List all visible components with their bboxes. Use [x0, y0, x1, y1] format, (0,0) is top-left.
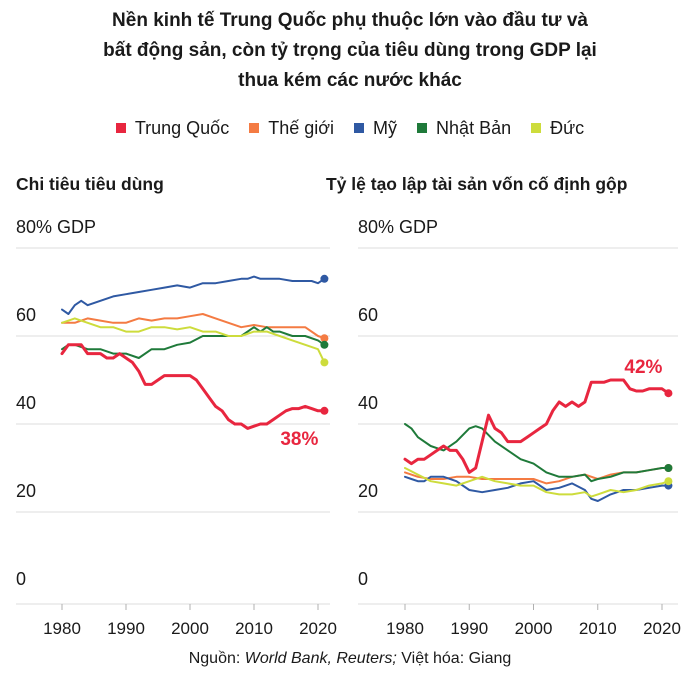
series-endpoint-nhat-ban [664, 464, 673, 472]
series-line-my [404, 475, 670, 502]
series-line-the-gioi [404, 467, 670, 485]
x-tick-label: 2020 [643, 619, 681, 638]
x-tick-label: 2000 [515, 619, 553, 638]
series-line-duc [61, 317, 326, 364]
series-endpoint-nhat-ban [320, 340, 329, 349]
legend-label-germany: Đức [550, 117, 585, 138]
legend-label-us: Mỹ [373, 117, 398, 138]
y-tick-label: 0 [16, 569, 26, 589]
series-endpoint-duc [320, 358, 329, 367]
x-tick-label: 1990 [450, 619, 488, 638]
legend-swatch-us [354, 123, 365, 133]
legend: Trung Quốc Thế giới Mỹ Nhật Bản Đức [0, 114, 700, 142]
legend-label-japan: Nhật Bản [436, 117, 512, 138]
legend-item-world: Thế giới [249, 118, 334, 139]
series-line-my [61, 275, 326, 315]
x-tick-label: 2000 [171, 619, 209, 638]
y-tick-label: 60 [16, 305, 36, 325]
annotation-label: 38% [280, 429, 318, 450]
legend-item-germany: Đức [531, 118, 584, 139]
x-tick-label: 2020 [299, 619, 337, 638]
legend-label-world: Thế giới [268, 117, 335, 138]
legend-swatch-japan [417, 123, 428, 133]
right-panel-title: Tỷ lệ tạo lập tài sản vốn cố định gộp [326, 174, 628, 194]
title-line-1: Nền kinh tế Trung Quốc phụ thuộc lớn vào… [112, 10, 588, 31]
y-tick-label: 60 [358, 305, 378, 325]
legend-item-china: Trung Quốc [115, 117, 230, 139]
source-italic: World Bank, Reuters; [244, 650, 397, 667]
chart-title: Nền kinh tế Trung Quốc phụ thuộc lớn vào… [0, 6, 700, 96]
series-endpoint-trung-quoc [320, 406, 329, 415]
x-tick-label: 1980 [43, 619, 81, 638]
series-endpoint-trung-quoc [664, 389, 673, 398]
annotation-label: 42% [624, 357, 662, 378]
source-prefix: Nguồn: [188, 650, 245, 667]
y-tick-label: 0 [358, 569, 368, 589]
series-endpoint-duc [664, 477, 673, 486]
y-tick-label: 80% GDP [358, 217, 438, 237]
series-line-nhat-ban [61, 326, 326, 359]
series-line-nhat-ban [404, 423, 670, 483]
y-tick-label: 20 [358, 481, 378, 501]
series-line-trung-quoc [60, 343, 326, 430]
series-line-duc [404, 467, 670, 498]
y-tick-label: 80% GDP [16, 217, 96, 237]
legend-swatch-china [115, 123, 126, 133]
title-line-3: thua kém các nước khác [238, 70, 462, 91]
series-line-the-gioi [61, 313, 326, 340]
left-panel-title: Chi tiêu tiêu dùng [16, 174, 164, 194]
y-tick-label: 40 [358, 393, 378, 413]
source-suffix: Việt hóa: Giang [396, 650, 512, 667]
legend-label-china: Trung Quốc [134, 117, 230, 138]
legend-item-japan: Nhật Bản [417, 118, 511, 139]
series-endpoint-the-gioi [320, 334, 329, 343]
x-tick-label: 1980 [386, 619, 424, 638]
y-tick-label: 20 [16, 481, 36, 501]
x-tick-label: 1990 [107, 619, 145, 638]
series-endpoint-my [320, 274, 329, 283]
legend-item-us: Mỹ [354, 118, 397, 139]
legend-swatch-world [249, 123, 260, 133]
legend-swatch-germany [531, 123, 542, 133]
x-tick-label: 2010 [579, 619, 617, 638]
series-line-trung-quoc [403, 378, 670, 474]
y-tick-label: 40 [16, 393, 36, 413]
x-tick-label: 2010 [235, 619, 273, 638]
title-line-2: bất động sản, còn tỷ trọng của tiêu dùng… [103, 40, 597, 61]
source-note: Nguồn: World Bank, Reuters; Việt hóa: Gi… [0, 650, 700, 668]
